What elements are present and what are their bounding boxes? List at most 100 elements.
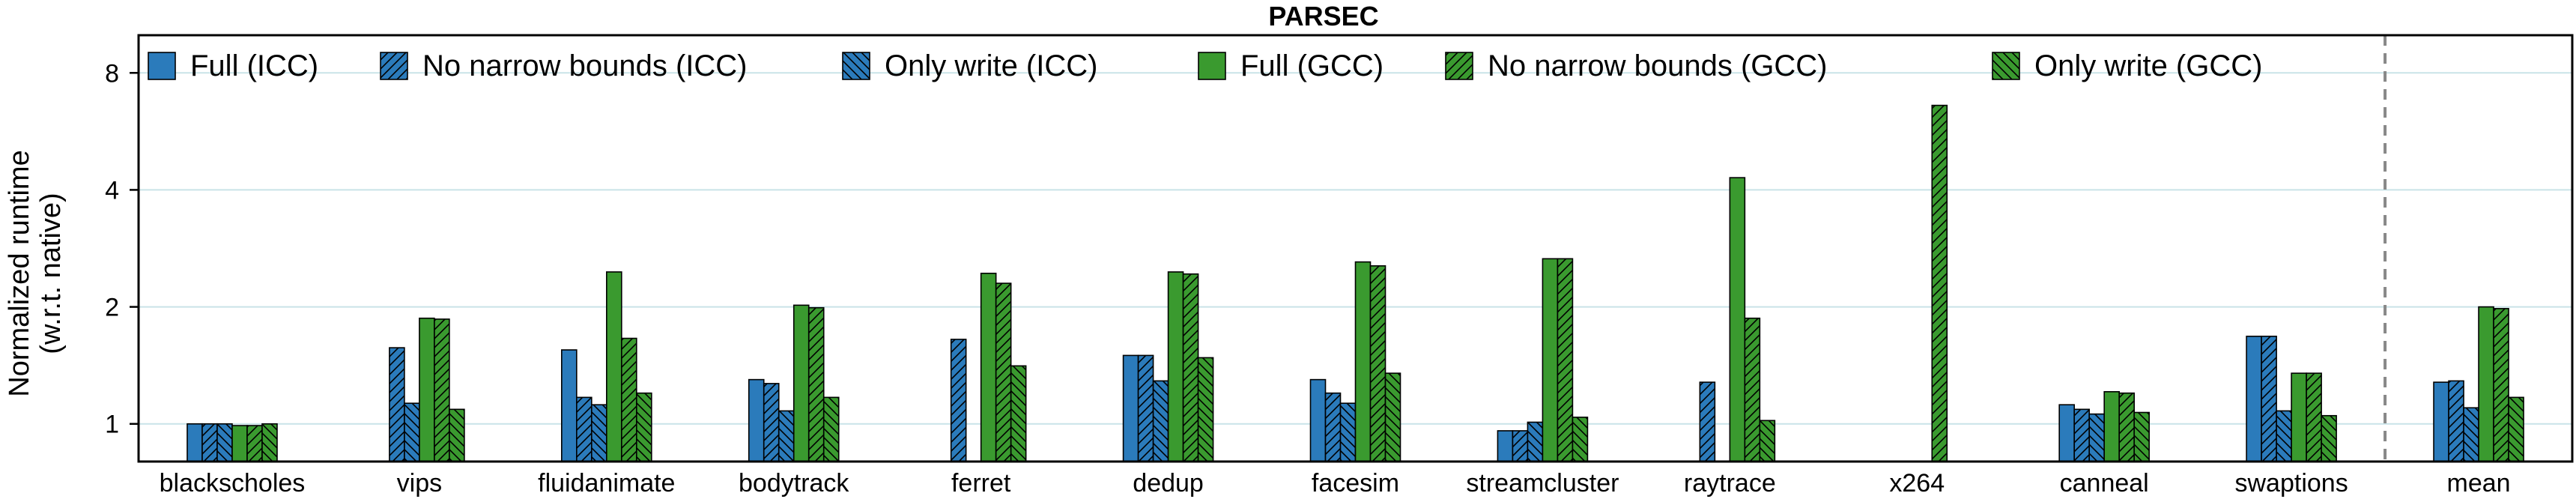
y-ticks: 1 2 4 8: [105, 59, 139, 439]
bar-hatch: [1385, 373, 1401, 462]
bar-hatch: [389, 348, 404, 462]
chart-title: PARSEC: [1268, 1, 1378, 31]
y-tick-label: 2: [105, 294, 119, 322]
legend-swatch-hatch: [1992, 52, 2019, 79]
bar: [793, 304, 810, 462]
bar-hatch: [2321, 415, 2337, 462]
bar: [606, 271, 622, 462]
bar-hatch: [1760, 420, 1775, 462]
bar: [1122, 354, 1139, 462]
bar: [1309, 378, 1327, 462]
bar-hatch: [1745, 318, 1760, 462]
bar-hatch: [1557, 258, 1573, 462]
category-label: raytrace: [1684, 469, 1776, 498]
bar: [1167, 271, 1184, 462]
bar-hatch: [2306, 373, 2322, 462]
bar: [2291, 372, 2307, 462]
bar-hatch: [1138, 355, 1154, 462]
bar-hatch: [621, 338, 637, 462]
legend-swatch: [1198, 52, 1226, 80]
bar: [748, 378, 765, 462]
bar-hatch: [2449, 381, 2464, 462]
category-label: vips: [397, 469, 442, 498]
bar: [419, 317, 435, 462]
bar-hatch: [2134, 412, 2150, 462]
bar-hatch: [216, 423, 232, 462]
y-axis-title: Normalized runtime (w.r.t. native): [4, 150, 67, 396]
bar-hatch: [591, 405, 607, 462]
bars: [187, 104, 2524, 462]
bar: [1497, 430, 1514, 462]
plot-frame: [137, 34, 2574, 463]
bar: [2058, 404, 2075, 462]
category-label: facesim: [1312, 469, 1399, 498]
legend-label: No narrow bounds (ICC): [422, 49, 748, 82]
bar-hatch: [2509, 397, 2524, 462]
bar-hatch: [2261, 336, 2277, 462]
bar-hatch: [995, 283, 1011, 462]
bar-hatch: [1700, 382, 1715, 462]
category-label: streamcluster: [1466, 469, 1619, 498]
bar: [2246, 336, 2262, 462]
bar: [1354, 261, 1372, 462]
category-label: x264: [1889, 469, 1945, 498]
bar-hatch: [823, 397, 839, 462]
bar-hatch: [404, 403, 419, 462]
bar: [2433, 381, 2449, 462]
bar-hatch: [261, 423, 277, 462]
bar-hatch: [763, 383, 779, 462]
bar-hatch: [449, 409, 464, 462]
bar-hatch: [201, 423, 217, 462]
bar: [1729, 177, 1746, 462]
bar-hatch: [2494, 308, 2509, 462]
bar: [2103, 390, 2120, 462]
legend-swatch: [148, 52, 176, 80]
bar-hatch: [2119, 393, 2135, 462]
bar-hatch: [1183, 273, 1198, 462]
category-label: dedup: [1133, 469, 1204, 498]
legend-swatch-hatch: [381, 52, 407, 79]
y-tick-label: 8: [105, 59, 119, 88]
x-tick-labels: blackscholes vips fluidanimate bodytrack fer…: [160, 469, 2511, 498]
bar-hatch: [1198, 357, 1213, 462]
legend: Full (ICC) No narrow bounds (ICC) Only wri…: [148, 49, 2262, 82]
category-label: canneal: [2060, 469, 2149, 498]
y-tick-label: 4: [105, 176, 119, 205]
legend-swatch-hatch: [1446, 52, 1473, 79]
bar-hatch: [1010, 366, 1026, 462]
bar: [187, 423, 203, 462]
bar-hatch: [2089, 414, 2105, 462]
bar-hatch: [1340, 403, 1356, 462]
bar-hatch: [1572, 417, 1588, 462]
bar-hatch: [1153, 381, 1169, 462]
y-axis-title-line2: (w.r.t. native): [35, 193, 67, 354]
bar-hatch: [1370, 265, 1386, 462]
category-label: bodytrack: [739, 469, 849, 498]
bar-hatch: [434, 318, 449, 462]
legend-label: Full (ICC): [190, 49, 318, 82]
bar-hatch: [1932, 105, 1948, 462]
bar-hatch: [778, 411, 794, 462]
bar-hatch: [1512, 430, 1528, 462]
bar-hatch: [246, 425, 262, 462]
bar-hatch: [1325, 393, 1341, 462]
bar-hatch: [576, 397, 592, 462]
bar: [561, 349, 578, 462]
legend-label: No narrow bounds (GCC): [1488, 49, 1828, 82]
legend-swatch-hatch: [843, 52, 870, 79]
category-label: ferret: [951, 469, 1011, 498]
category-label: swaptions: [2235, 469, 2348, 498]
legend-label: Full (GCC): [1240, 49, 1384, 82]
bar-hatch: [808, 307, 824, 462]
bar: [1542, 258, 1559, 462]
bar-hatch: [636, 393, 652, 462]
legend-label: Only write (ICC): [885, 49, 1097, 82]
y-axis-title-line1: Normalized runtime: [4, 150, 35, 396]
category-label: fluidanimate: [538, 469, 675, 498]
legend-label: Only write (GCC): [2034, 49, 2262, 82]
bar-hatch: [2276, 411, 2292, 462]
category-label: blackscholes: [160, 469, 306, 498]
bar-hatch: [2464, 408, 2479, 462]
bar-hatch: [1527, 422, 1543, 462]
bar: [231, 425, 248, 462]
